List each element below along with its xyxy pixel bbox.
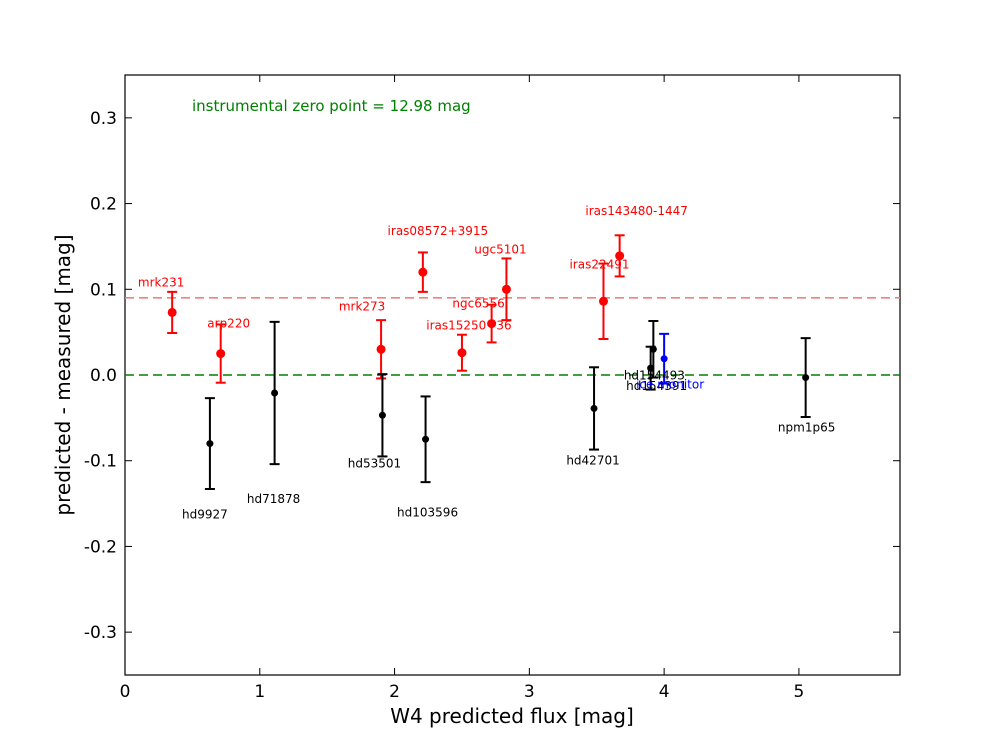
data-point	[457, 348, 467, 358]
data-point	[802, 374, 810, 382]
point-label: mrk273	[339, 299, 385, 313]
data-point	[271, 389, 279, 397]
data-point	[376, 344, 386, 354]
point-label: ugc5101	[474, 242, 526, 256]
data-points	[167, 234, 811, 490]
data-point	[378, 411, 386, 419]
data-point	[418, 267, 428, 277]
data-point	[615, 251, 625, 261]
y-tick-label: -0.3	[84, 623, 117, 643]
data-point	[590, 404, 598, 412]
y-tick-label: -0.2	[84, 537, 117, 557]
x-tick-label: 1	[254, 682, 265, 702]
reference-lines	[125, 297, 900, 376]
point-label: hd154493	[624, 368, 685, 382]
point-label: arp220	[207, 317, 250, 331]
data-point	[422, 435, 430, 443]
y-tick-label: 0.2	[90, 195, 117, 215]
data-point	[649, 345, 657, 353]
axis-ticks: 0 1 2 3 4 5 -0.3 -0.2 -0.1 0.0 0.1 0.2 0.3	[84, 75, 900, 702]
x-tick-label: 4	[659, 682, 670, 702]
point-label: hd103596	[397, 505, 458, 519]
x-tick-label: 0	[120, 682, 131, 702]
data-point	[487, 319, 497, 329]
point-label: npm1p65	[778, 421, 835, 435]
point-label: hd42701	[566, 453, 619, 467]
point-label: hd9927	[182, 508, 228, 522]
data-point	[216, 349, 226, 359]
point-label: ice monitor	[636, 378, 704, 392]
y-axis-title: predicted - measured [mag]	[51, 234, 75, 515]
zero-point-annotation: instrumental zero point = 12.98 mag	[192, 97, 471, 115]
data-point	[598, 296, 608, 306]
y-tick-label: 0.3	[90, 109, 117, 129]
point-label: hd71878	[247, 492, 300, 506]
point-label: hd154391	[626, 379, 687, 393]
point-label: iras08572+3915	[388, 224, 489, 238]
data-point	[660, 355, 668, 363]
data-point	[206, 440, 214, 448]
point-label: iras143480-1447	[585, 204, 688, 218]
point-label: ngc6556	[452, 297, 504, 311]
x-tick-label: 2	[389, 682, 400, 702]
point-labels: mrk231 arp220 mrk273 iras08572+3915 iras1525…	[138, 204, 835, 522]
point-label: iras22491	[569, 257, 629, 271]
data-point	[501, 284, 511, 294]
data-point	[167, 307, 177, 317]
x-axis-title: W4 predicted flux [mag]	[390, 704, 634, 728]
y-tick-label: 0.0	[90, 366, 117, 386]
x-tick-label: 5	[793, 682, 804, 702]
x-tick-label: 3	[524, 682, 535, 702]
point-label: hd53501	[348, 456, 401, 470]
y-tick-label: 0.1	[90, 280, 117, 300]
point-label: mrk231	[138, 275, 184, 289]
point-label: iras15250+36	[426, 319, 511, 333]
y-tick-label: -0.1	[84, 452, 117, 472]
